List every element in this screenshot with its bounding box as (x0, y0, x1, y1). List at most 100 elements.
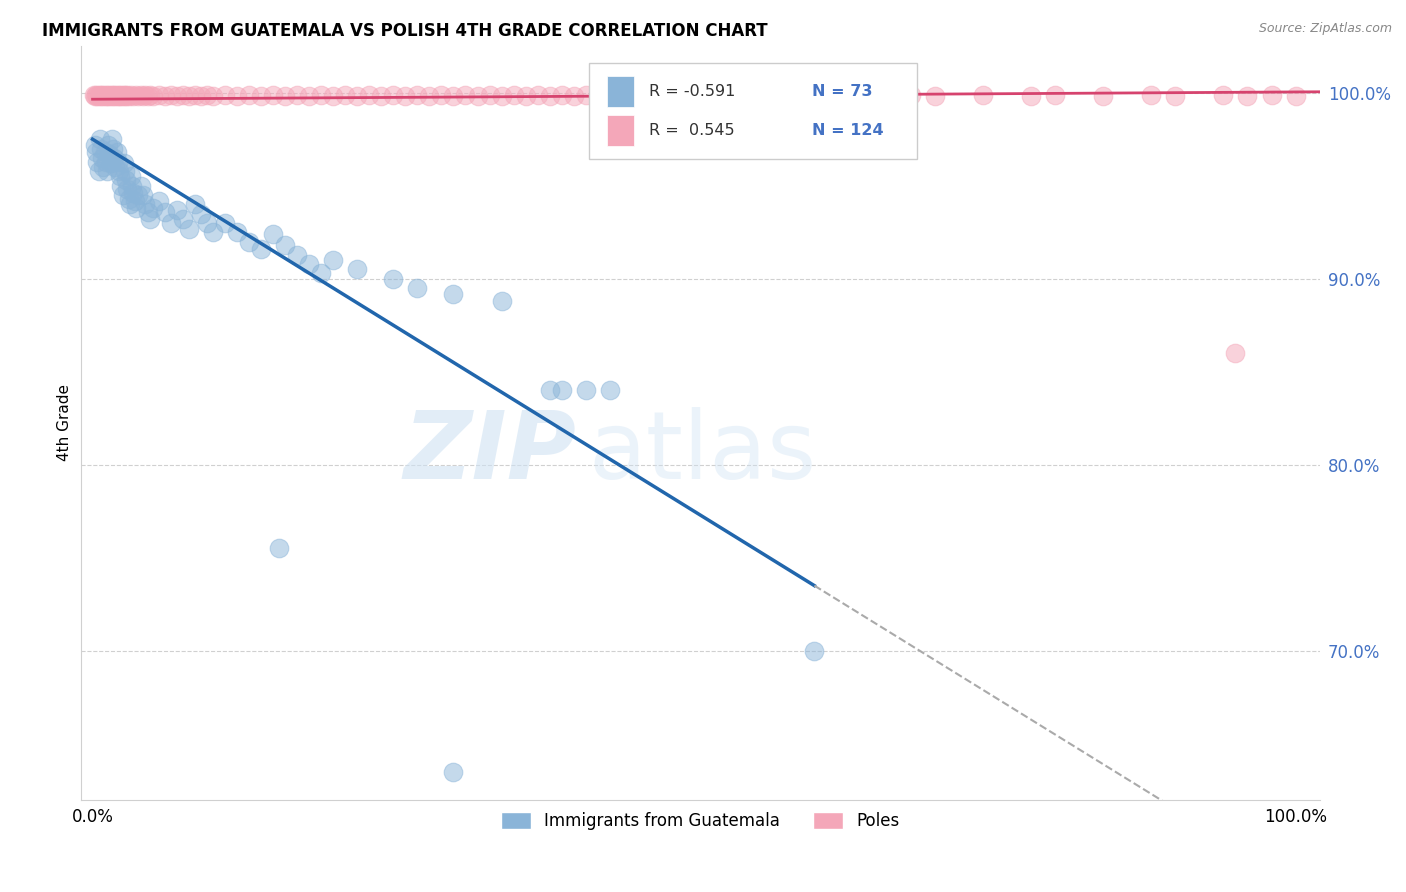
Text: atlas: atlas (589, 407, 817, 499)
Point (214, 216, 236, 230)
Point (153, 89, 176, 103)
Point (731, 89, 754, 103)
Point (285, 247, 308, 261)
Point (148, 87, 170, 102)
Point (83, 87, 105, 102)
Point (538, 89, 561, 103)
Point (172, 212, 194, 227)
Point (84, 145, 107, 160)
Text: ZIP: ZIP (404, 407, 576, 499)
Point (125, 87, 148, 102)
Point (803, 87, 825, 102)
Point (115, 173, 138, 187)
Point (478, 87, 501, 102)
Point (214, 87, 236, 102)
Point (125, 201, 148, 215)
Point (117, 182, 139, 196)
Point (267, 541, 290, 556)
Point (132, 188, 155, 202)
Point (93, 89, 115, 103)
Point (309, 266, 332, 280)
Point (120, 169, 142, 184)
Point (124, 194, 146, 208)
Point (443, 89, 465, 103)
Point (159, 216, 181, 230)
Point (90, 142, 112, 156)
Point (98, 147, 121, 161)
Point (117, 87, 139, 102)
Point (467, 89, 489, 103)
Point (89, 89, 111, 103)
Point (443, 286, 465, 301)
Point (1260, 87, 1282, 102)
Point (134, 197, 156, 211)
Point (201, 89, 224, 103)
Point (159, 87, 181, 102)
Point (84, 87, 107, 102)
Legend: Immigrants from Guatemala, Poles: Immigrants from Guatemala, Poles (494, 805, 907, 837)
Point (100, 156, 122, 170)
Point (515, 89, 537, 103)
Point (370, 89, 392, 103)
Bar (607, 76, 634, 107)
Point (101, 87, 124, 102)
Point (84, 137, 107, 152)
Point (190, 206, 212, 220)
Point (382, 87, 405, 102)
Point (93, 87, 115, 102)
Point (114, 164, 136, 178)
Point (382, 271, 405, 285)
Point (84, 89, 107, 103)
Point (115, 89, 138, 103)
Point (1092, 89, 1115, 103)
Point (93, 145, 115, 160)
Point (110, 169, 132, 184)
Point (110, 89, 132, 103)
Point (90, 87, 112, 102)
Point (110, 178, 132, 193)
Point (122, 186, 145, 201)
Text: N = 124: N = 124 (811, 123, 883, 138)
Point (103, 151, 125, 165)
Point (190, 89, 212, 103)
Point (166, 89, 188, 103)
Point (406, 87, 429, 102)
Point (93, 160, 115, 174)
Point (599, 384, 621, 398)
Point (346, 89, 368, 103)
Point (110, 87, 132, 102)
Point (98, 89, 121, 103)
Point (172, 87, 194, 102)
Point (551, 87, 574, 102)
Point (112, 89, 135, 103)
Point (394, 89, 416, 103)
Point (900, 87, 922, 102)
Point (117, 89, 139, 103)
Point (111, 188, 134, 202)
Point (166, 202, 188, 217)
Point (1043, 87, 1066, 102)
Point (683, 89, 706, 103)
Point (117, 192, 139, 206)
Point (418, 89, 440, 103)
Point (659, 89, 682, 103)
Point (491, 293, 513, 308)
Point (112, 156, 135, 170)
Point (924, 89, 946, 103)
Point (562, 89, 585, 103)
Point (274, 89, 297, 103)
Point (972, 87, 994, 102)
Point (309, 87, 332, 102)
Point (586, 89, 609, 103)
Point (298, 257, 321, 271)
Y-axis label: 4th Grade: 4th Grade (58, 384, 72, 461)
Point (755, 89, 778, 103)
Point (108, 89, 131, 103)
Text: R = -0.591: R = -0.591 (650, 84, 735, 99)
Point (104, 160, 127, 174)
Point (96, 164, 118, 178)
Point (1236, 89, 1258, 103)
Point (623, 87, 645, 102)
Point (346, 262, 368, 277)
Point (718, 87, 741, 102)
